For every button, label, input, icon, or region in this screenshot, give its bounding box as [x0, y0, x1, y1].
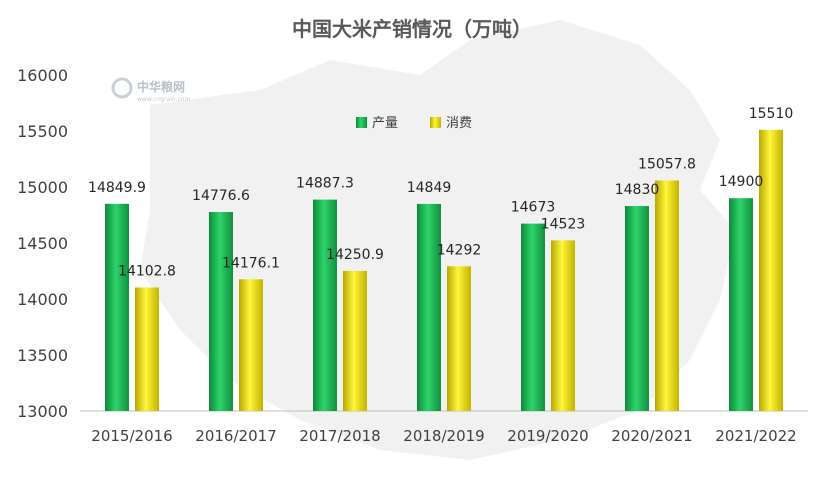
data-label-consumption: 14250.9 — [326, 247, 384, 263]
watermark-brand: 中华粮网 — [137, 79, 185, 94]
legend-swatch-consumption — [430, 117, 441, 128]
bar-consumption — [135, 287, 159, 411]
bar-consumption — [655, 180, 679, 411]
y-tick-label: 13500 — [17, 346, 68, 365]
x-tick-label: 2021/2022 — [715, 427, 796, 445]
x-tick-label: 2015/2016 — [91, 427, 172, 445]
legend: 产量 消费 — [356, 116, 472, 131]
y-tick-label: 16000 — [17, 66, 68, 85]
x-tick-label: 2019/2020 — [507, 427, 588, 445]
x-axis: 2015/2016 2016/2017 2017/2018 2018/2019 2019… — [80, 410, 808, 445]
x-tick-label: 2017/2018 — [299, 427, 380, 445]
bar-production — [521, 223, 545, 411]
data-label-production: 14849.9 — [88, 180, 146, 196]
legend-label-production: 产量 — [372, 116, 398, 131]
data-label-production: 14900 — [719, 174, 764, 190]
y-axis: 13000 13500 14000 14500 15000 15500 16000 — [17, 66, 68, 421]
x-tick-label: 2020/2021 — [611, 427, 692, 445]
data-label-production: 14830 — [615, 182, 660, 198]
bar-consumption — [551, 240, 575, 411]
bar-consumption — [759, 129, 783, 411]
data-label-consumption: 14176.1 — [222, 255, 280, 271]
data-label-consumption: 15510 — [749, 106, 794, 122]
data-label-production: 14849 — [407, 180, 452, 196]
bar-production — [105, 203, 129, 411]
y-tick-label: 14500 — [17, 234, 68, 253]
watermark-url: www.cngrain.com — [137, 96, 190, 103]
bar-production — [625, 206, 649, 411]
x-tick-label: 2016/2017 — [195, 427, 276, 445]
y-tick-label: 13000 — [17, 402, 68, 421]
y-tick-label: 15000 — [17, 178, 68, 197]
data-labels: 14849.9 14776.6 14887.3 14849 14673 14830 1490… — [88, 106, 793, 280]
y-tick-label: 14000 — [17, 290, 68, 309]
data-label-consumption: 15057.8 — [638, 157, 696, 173]
bar-production — [417, 203, 441, 411]
legend-swatch-production — [356, 117, 367, 128]
data-label-consumption: 14292 — [437, 242, 482, 258]
data-label-production: 14887.3 — [296, 176, 354, 192]
bar-production — [209, 212, 233, 411]
chart-title: 中国大米产销情况（万吨） — [292, 17, 532, 41]
data-label-consumption: 14102.8 — [118, 263, 176, 279]
data-label-consumption: 14523 — [541, 216, 586, 232]
watermark: 中华粮网 www.cngrain.com — [111, 77, 190, 103]
bar-consumption — [239, 279, 263, 411]
bars — [105, 129, 783, 411]
legend-label-consumption: 消费 — [446, 116, 472, 131]
x-tick-label: 2018/2019 — [403, 427, 484, 445]
y-tick-label: 15500 — [17, 122, 68, 141]
bar-consumption — [343, 270, 367, 411]
bar-production — [729, 198, 753, 411]
watermark-logo-icon — [111, 77, 133, 99]
data-label-production: 14673 — [511, 200, 556, 216]
bar-production — [313, 199, 337, 411]
data-label-production: 14776.6 — [192, 188, 250, 204]
bar-consumption — [447, 266, 471, 411]
